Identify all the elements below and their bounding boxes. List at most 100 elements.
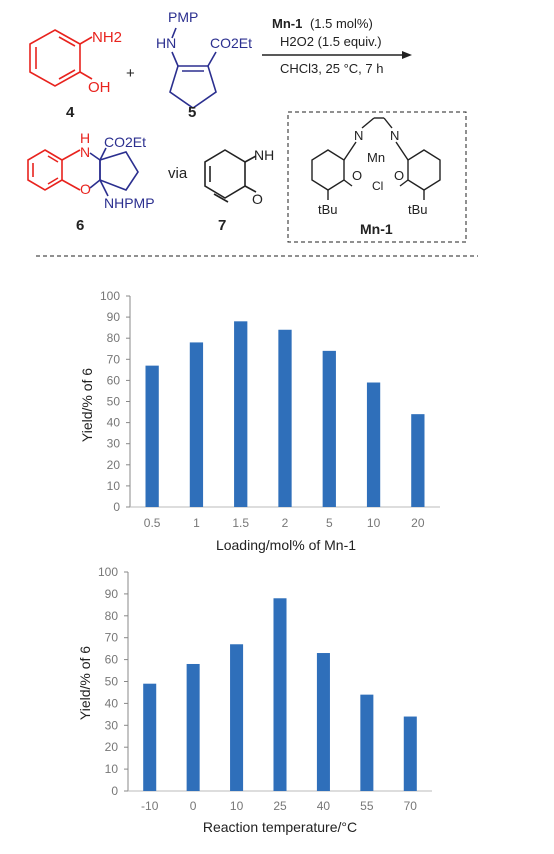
co2et-group-6: CO2Et xyxy=(104,134,146,150)
mn-atom: Mn xyxy=(367,150,385,165)
chart2-y-ticks: 0 10 20 30 40 50 60 70 80 90 100 xyxy=(98,565,128,798)
nhpmp-group: NHPMP xyxy=(104,195,155,211)
chart1-y-tick-label: 70 xyxy=(107,352,121,366)
h-atom: H xyxy=(80,130,90,146)
n-atom: N xyxy=(80,144,90,160)
compound-5-label: 5 xyxy=(188,104,196,121)
chart1-bar xyxy=(145,365,159,507)
catalyst-conditions: Mn-1 (1.5 mol%) xyxy=(272,16,373,31)
chart2-y-tick-label: 100 xyxy=(98,565,118,579)
chart2-x-tick-label: 55 xyxy=(360,799,374,813)
chart2-x-tick-label: 10 xyxy=(230,799,244,813)
chart2-bar xyxy=(316,653,330,791)
cl-atom: Cl xyxy=(372,179,383,193)
compound-6-structure xyxy=(27,147,139,197)
chart2-bars xyxy=(143,598,417,791)
chart1-x-ticks: 0.5 1 1.5 2 5 10 20 xyxy=(144,516,425,530)
chart1-y-tick-label: 20 xyxy=(107,458,121,472)
chart2-x-ticks: -10 0 10 25 40 55 70 xyxy=(141,799,417,813)
loading-yield-chart: 0 10 20 30 40 50 60 70 80 90 100 0.5 1 1.5 2 5 10 20 Yie… xyxy=(79,289,440,553)
chart1-x-tick-label: 0.5 xyxy=(144,516,161,530)
chart1-bar xyxy=(322,350,336,507)
temperature-yield-chart: 0 10 20 30 40 50 60 70 80 90 100 -10 0 10 25 40 55 70 Yi… xyxy=(77,565,432,835)
chart2-x-tick-label: 40 xyxy=(317,799,331,813)
compound-6-label: 6 xyxy=(76,217,84,234)
chart1-y-tick-label: 0 xyxy=(113,500,120,514)
chart2-bar xyxy=(143,683,157,791)
compound-5-structure xyxy=(169,27,217,109)
chart2-y-tick-label: 70 xyxy=(105,631,119,645)
chart1-x-tick-label: 2 xyxy=(282,516,289,530)
chart2-x-axis-label: Reaction temperature/°C xyxy=(203,819,357,835)
solvent-conditions: CHCl3, 25 °C, 7 h xyxy=(280,61,383,76)
o-atom: O xyxy=(80,181,91,197)
chart2-y-tick-label: 60 xyxy=(105,653,119,667)
chart2-x-tick-label: 70 xyxy=(404,799,418,813)
chart2-x-tick-label: 0 xyxy=(190,799,197,813)
pmp-group: PMP xyxy=(168,9,198,25)
chart2-x-tick-label: 25 xyxy=(273,799,287,813)
chart2-y-axis-label: Yield/% of 6 xyxy=(77,646,93,720)
chart2-bar xyxy=(230,644,244,791)
catalyst-o-left: O xyxy=(352,168,362,183)
chart2-bar xyxy=(273,598,287,791)
catalyst-n-left: N xyxy=(354,128,363,143)
chart1-y-tick-label: 100 xyxy=(100,289,120,303)
chart1-bars xyxy=(145,321,425,507)
reaction-arrow-head xyxy=(402,51,412,59)
chart1-bar xyxy=(234,321,248,507)
reaction-scheme: NH2 OH 4 + PMP HN CO2Et 5 Mn-1 (1.5 mol%… xyxy=(27,9,478,257)
co2et-group-5: CO2Et xyxy=(210,35,252,51)
chart1-bar xyxy=(278,329,292,507)
chart1-y-ticks: 0 10 20 30 40 50 60 70 80 90 100 xyxy=(100,289,130,514)
chart1-x-tick-label: 1 xyxy=(193,516,200,530)
catalyst-amount: (1.5 mol%) xyxy=(310,16,373,31)
tbu-left: tBu xyxy=(318,202,338,217)
carbonyl-o: O xyxy=(252,191,263,207)
chart1-bar xyxy=(189,342,204,507)
catalyst-n-right: N xyxy=(390,128,399,143)
compound-7-label: 7 xyxy=(218,217,226,234)
chart2-y-tick-label: 50 xyxy=(105,675,119,689)
nh2-group: NH2 xyxy=(92,29,122,46)
hn-group: HN xyxy=(156,35,176,51)
chart1-y-tick-label: 30 xyxy=(107,437,121,451)
chart2-bar xyxy=(186,663,200,791)
chart1-x-tick-label: 20 xyxy=(411,516,425,530)
chart2-y-tick-label: 30 xyxy=(105,718,119,732)
chart1-bar xyxy=(411,414,425,507)
chart1-y-axis-label: Yield/% of 6 xyxy=(79,368,95,442)
oh-group: OH xyxy=(88,79,111,96)
chart1-x-tick-label: 1.5 xyxy=(232,516,249,530)
plus-sign: + xyxy=(126,65,135,82)
catalyst-label: Mn-1 xyxy=(360,221,393,237)
chart2-y-tick-label: 0 xyxy=(111,784,118,798)
compound-4-label: 4 xyxy=(66,104,75,121)
chart2-y-tick-label: 40 xyxy=(105,696,119,710)
tbu-right: tBu xyxy=(408,202,428,217)
catalyst-name: Mn-1 xyxy=(272,16,302,31)
nh-group: NH xyxy=(254,147,274,163)
chart2-y-tick-label: 20 xyxy=(105,740,119,754)
chart1-bar xyxy=(366,382,381,507)
compound-4-structure xyxy=(29,29,93,87)
oxidant-conditions: H2O2 (1.5 equiv.) xyxy=(280,34,382,49)
chart1-y-tick-label: 50 xyxy=(107,395,121,409)
chart1-y-tick-label: 90 xyxy=(107,310,121,324)
chart1-y-tick-label: 80 xyxy=(107,331,121,345)
chart2-bar xyxy=(403,716,417,791)
chart1-y-tick-label: 10 xyxy=(107,479,121,493)
chart1-y-tick-label: 60 xyxy=(107,373,121,387)
chart2-y-tick-label: 90 xyxy=(105,587,119,601)
catalyst-structure xyxy=(311,117,441,200)
catalyst-o-right: O xyxy=(394,168,404,183)
chart2-bar xyxy=(360,694,374,791)
chart1-x-tick-label: 10 xyxy=(367,516,381,530)
compound-7-structure xyxy=(204,149,257,203)
chart2-x-tick-label: -10 xyxy=(141,799,159,813)
via-text: via xyxy=(168,165,188,182)
chart1-x-axis-label: Loading/mol% of Mn-1 xyxy=(216,537,356,553)
chart2-y-tick-label: 80 xyxy=(105,609,119,623)
chart1-y-tick-label: 40 xyxy=(107,416,121,430)
chart2-y-tick-label: 10 xyxy=(105,762,119,776)
